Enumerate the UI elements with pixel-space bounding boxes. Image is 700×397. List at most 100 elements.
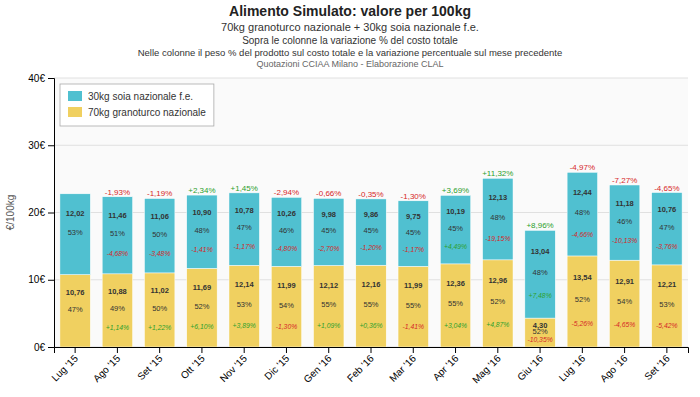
share-label: 49%	[110, 304, 125, 313]
bar-series	[60, 172, 682, 318]
share-label: 54%	[617, 297, 632, 306]
change-label: -5,42%	[656, 322, 678, 329]
value-label: 11,46	[108, 211, 126, 220]
change-label: -1,17%	[402, 246, 424, 253]
value-label: 10,78	[235, 206, 254, 215]
y-tick: 40€	[28, 73, 54, 84]
share-label: 55%	[363, 300, 378, 309]
change-label: -1,17%	[233, 243, 255, 250]
bar	[229, 265, 259, 347]
change-label: -19,15%	[485, 235, 510, 242]
change-label: -4,68%	[107, 250, 129, 257]
value-label: 11,99	[404, 281, 422, 290]
x-tick: Dic '15	[262, 347, 291, 382]
total-change-label: -7,27%	[612, 176, 637, 185]
bar	[398, 201, 428, 267]
grid	[54, 78, 688, 347]
value-label: 9,98	[321, 210, 336, 219]
bar	[144, 273, 174, 347]
x-tick-label: Mag '16	[470, 352, 503, 385]
value-label: 10,19	[446, 207, 465, 216]
bars	[60, 172, 682, 347]
bar	[314, 198, 344, 265]
x-tick-mark	[540, 347, 541, 353]
bar	[609, 185, 639, 260]
x-tick-label: Lug '16	[557, 352, 588, 383]
y-axis: 0€10€20€30€40€	[28, 73, 54, 353]
x-tick: Ago '16	[598, 347, 630, 384]
x-tick-label: Giu '16	[515, 352, 545, 382]
y-tick-mark	[48, 280, 54, 281]
grid-line	[54, 145, 688, 146]
value-label: 12,36	[446, 279, 465, 288]
change-label: -3,76%	[656, 243, 678, 250]
x-tick: Giu '16	[515, 347, 545, 383]
plot-background	[54, 78, 688, 347]
change-label: +4,49%	[444, 243, 467, 250]
value-label: 10,76	[66, 288, 85, 297]
bar	[60, 194, 90, 275]
x-tick-mark	[413, 347, 414, 353]
change-label: +4,87%	[486, 321, 509, 328]
y-tick-mark	[48, 145, 54, 146]
x-tick-label: Feb '16	[345, 352, 376, 383]
value-label: 12,44	[573, 188, 593, 197]
x-tick-label: Set '15	[135, 352, 165, 382]
y-tick-mark	[48, 213, 54, 214]
change-label: -1,20%	[360, 244, 382, 251]
x-tick-label: Ago '16	[598, 352, 630, 384]
bar	[314, 265, 344, 347]
bar	[440, 195, 470, 264]
share-label: 54%	[279, 301, 294, 310]
change-label: +7,48%	[528, 292, 551, 299]
share-label: 47%	[659, 223, 674, 232]
share-label: 48%	[533, 268, 548, 277]
y-tick: 10€	[28, 274, 54, 285]
total-change-label: +8,96%	[526, 221, 553, 230]
y-tick-label: 0€	[34, 342, 46, 353]
legend-label: 70kg granoturco nazionale	[88, 107, 206, 118]
x-axis-line	[55, 348, 689, 354]
share-label: 45%	[363, 226, 378, 235]
bar	[567, 172, 597, 256]
change-label: -3,48%	[149, 250, 171, 257]
y-tick-label: 30€	[28, 140, 45, 151]
value-label: 10,90	[193, 208, 212, 217]
title: Alimento Simulato: valore per 100kg	[229, 3, 471, 19]
total-change-label: -1,30%	[401, 192, 426, 201]
share-label: 48%	[490, 213, 505, 222]
share-label: 55%	[406, 301, 421, 310]
legend-box	[60, 84, 214, 126]
subtitle: 70kg granoturco nazionale + 30kg soia na…	[221, 21, 479, 33]
x-tick-mark	[244, 347, 245, 353]
x-tick-label: Dic '15	[262, 352, 291, 381]
value-label: 12,12	[319, 281, 338, 290]
share-label: 52%	[490, 297, 505, 306]
x-tick-label: Mar '16	[387, 352, 418, 383]
value-label: 10,76	[657, 205, 676, 214]
total-change-label: +1,45%	[231, 184, 258, 193]
total-change-label: -1,93%	[105, 188, 130, 197]
share-label: 45%	[321, 226, 336, 235]
share-label: 45%	[448, 224, 463, 233]
value-label: 12,02	[66, 209, 85, 218]
change-label: +3,04%	[444, 322, 467, 329]
value-label: 11,69	[193, 283, 211, 292]
x-tick: Ott '15	[178, 347, 207, 381]
x-tick-mark	[497, 347, 498, 353]
x-tick-mark	[201, 347, 202, 353]
y-tick-label: 40€	[28, 73, 45, 84]
bar	[187, 195, 217, 268]
bar	[60, 275, 90, 347]
x-tick-mark	[624, 347, 625, 353]
change-label: +1,22%	[148, 324, 171, 331]
bar	[609, 260, 639, 347]
share-label: 53%	[659, 300, 674, 309]
y-tick-mark	[48, 347, 54, 348]
value-label: 11,02	[150, 286, 168, 295]
share-label: 53%	[68, 228, 83, 237]
bar	[652, 193, 682, 265]
x-tick-label: Apr '16	[431, 352, 461, 382]
value-label: 13,54	[573, 273, 593, 282]
value-label: 12,21	[657, 280, 676, 289]
